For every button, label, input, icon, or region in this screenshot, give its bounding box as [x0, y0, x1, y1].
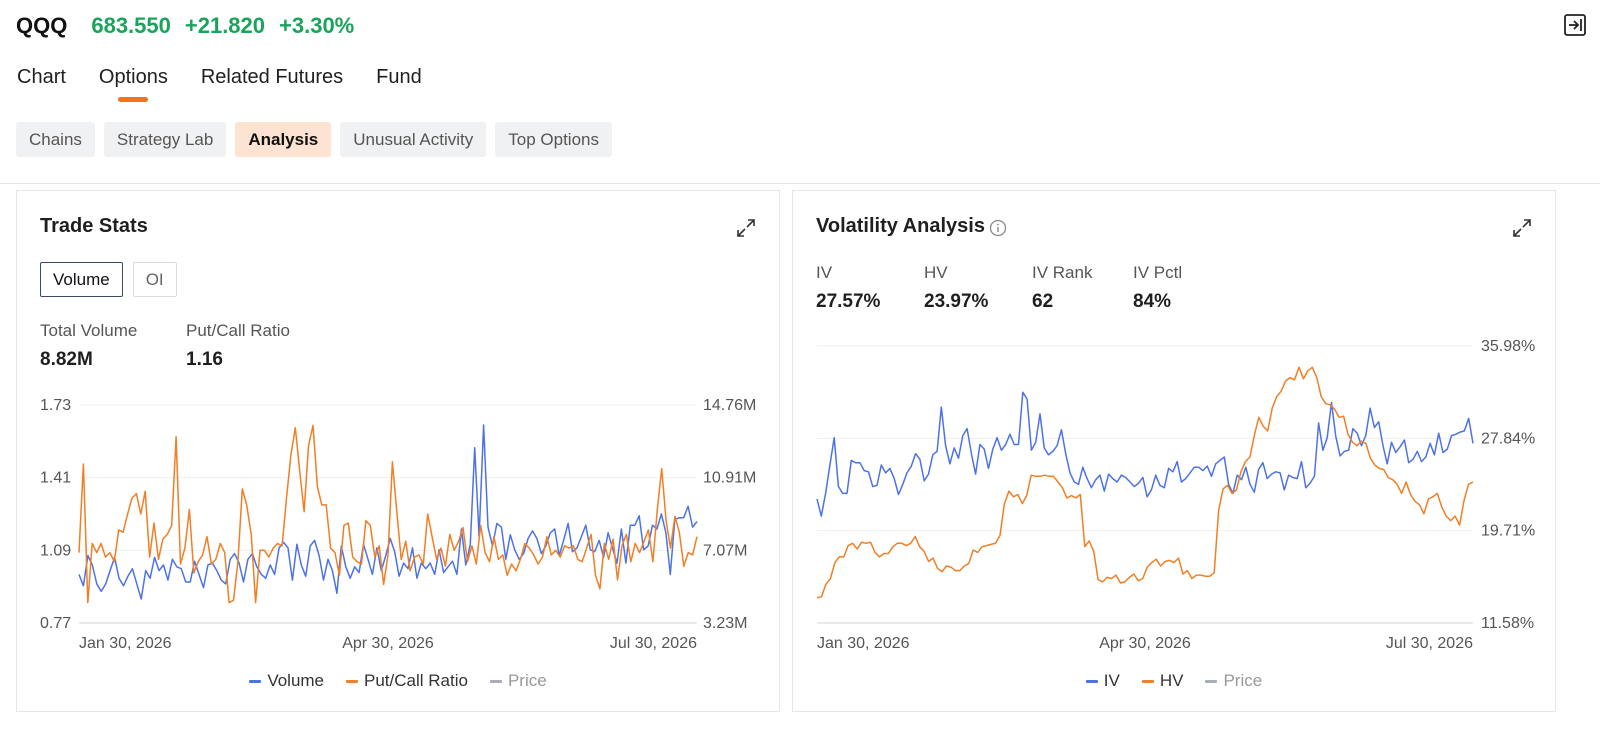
- x-tick-label: Apr 30, 2026: [1099, 635, 1191, 652]
- iv-stat: IV 27.57%: [816, 263, 880, 313]
- tab-options[interactable]: Options: [99, 66, 168, 100]
- subtab-strategy-lab[interactable]: Strategy Lab: [103, 122, 227, 157]
- put-call-ratio-stat: Put/Call Ratio 1.16: [186, 321, 290, 371]
- y-tick-label: 11.58%: [1481, 615, 1534, 632]
- volatility-title: Volatility Analysis: [816, 215, 985, 237]
- y-left-tick-label: 0.77: [40, 615, 71, 632]
- y-right-tick-label: 7.07M: [703, 542, 747, 559]
- legend-volume[interactable]: Volume: [249, 671, 324, 691]
- stat-value: 8.82M: [40, 349, 93, 370]
- y-left-tick-label: 1.41: [40, 470, 71, 487]
- stat-label: Total Volume: [40, 321, 138, 340]
- expand-icon[interactable]: [735, 217, 757, 239]
- legend-label: Price: [1223, 671, 1263, 690]
- volatility-chart: 35.98% 27.84% 19.71% 11.58% Jan 30, 2026 Apr …: [816, 338, 1535, 652]
- y-right-tick-label: 10.91M: [703, 470, 756, 487]
- quote-header: QQQ 683.550 +21.820 +3.30%: [16, 8, 368, 44]
- legend-label: Volume: [267, 671, 325, 690]
- x-tick-label: Jan 30, 2026: [817, 635, 910, 652]
- y-left-tick-label: 1.09: [40, 542, 71, 559]
- legend-swatch: [1141, 679, 1154, 683]
- price-change: +21.820: [184, 13, 266, 38]
- iv-rank-stat: IV Rank 62: [1032, 263, 1092, 313]
- y-tick-label: 27.84%: [1481, 430, 1535, 447]
- legend-swatch: [1205, 679, 1218, 683]
- toggle-oi-button[interactable]: OI: [132, 262, 177, 297]
- legend-label: Price: [507, 671, 547, 690]
- y-tick-label: 19.71%: [1481, 523, 1535, 540]
- subtab-unusual-activity[interactable]: Unusual Activity: [340, 122, 487, 157]
- exit-icon[interactable]: [1562, 12, 1588, 38]
- tab-chart[interactable]: Chart: [17, 66, 66, 88]
- info-icon[interactable]: [989, 219, 1007, 237]
- stat-label: HV: [924, 263, 948, 282]
- stat-value: 27.57%: [816, 291, 881, 312]
- x-tick-label: Jul 30, 2026: [1386, 635, 1473, 652]
- ticker-symbol: QQQ: [16, 13, 68, 38]
- stat-value: 62: [1032, 291, 1054, 312]
- stat-label: IV: [816, 263, 833, 282]
- tab-related-futures[interactable]: Related Futures: [200, 66, 344, 88]
- y-left-tick-label: 1.73: [40, 397, 71, 414]
- options-sub-tabs: Chains Strategy Lab Analysis Unusual Act…: [16, 122, 621, 157]
- legend-label: Put/Call Ratio: [364, 671, 468, 690]
- x-tick-label: Jan 30, 2026: [79, 635, 172, 652]
- y-right-tick-label: 3.23M: [703, 615, 747, 632]
- stat-value: 1.16: [186, 349, 223, 370]
- subtab-analysis[interactable]: Analysis: [235, 122, 332, 157]
- price-change-percent: +3.30%: [279, 13, 355, 38]
- legend-swatch: [249, 679, 262, 683]
- legend-label: HV: [1159, 671, 1184, 690]
- legend-put-call-ratio[interactable]: Put/Call Ratio: [346, 671, 468, 691]
- series-line-put-call-ratio: [78, 424, 698, 604]
- main-tabs: Chart Options Related Futures Fund: [17, 66, 455, 100]
- trade-stats-chart: 1.73 14.76M 1.41 10.91M 1.09 7.07M 0.77 3.23M Ja…: [40, 397, 756, 652]
- toggle-volume-button[interactable]: Volume: [40, 262, 123, 297]
- stat-value: 84%: [1133, 291, 1172, 312]
- x-tick-label: Apr 30, 2026: [342, 635, 434, 652]
- iv-pctl-stat: IV Pctl 84%: [1133, 263, 1182, 313]
- x-tick-label: Jul 30, 2026: [610, 635, 697, 652]
- legend-iv[interactable]: IV: [1085, 671, 1120, 691]
- legend-price[interactable]: Price: [1205, 671, 1262, 691]
- trade-stats-title: Trade Stats: [40, 215, 148, 237]
- trade-stats-panel: Trade Stats Volume OI Total Volume 8.82M…: [16, 190, 780, 712]
- legend-swatch: [1085, 679, 1098, 683]
- stat-label: Put/Call Ratio: [186, 321, 290, 340]
- legend-label: IV: [1103, 671, 1120, 690]
- legend-swatch: [489, 679, 502, 683]
- subtab-top-options[interactable]: Top Options: [495, 122, 612, 157]
- total-volume-stat: Total Volume 8.82M: [40, 321, 137, 371]
- legend-hv[interactable]: HV: [1141, 671, 1184, 691]
- hv-stat: HV 23.97%: [924, 263, 988, 313]
- series-line-iv: [816, 391, 1474, 517]
- volatility-legend: IV HV Price: [793, 671, 1555, 691]
- header-divider: [0, 183, 1600, 184]
- volatility-analysis-panel: Volatility Analysis IV 27.57% HV 23.97% …: [792, 190, 1556, 712]
- last-price: 683.550: [91, 13, 171, 38]
- stat-label: IV Pctl: [1133, 263, 1183, 282]
- stat-value: 23.97%: [924, 291, 989, 312]
- volume-oi-toggle: Volume OI: [40, 262, 187, 297]
- y-tick-label: 35.98%: [1481, 338, 1535, 355]
- subtab-chains[interactable]: Chains: [16, 122, 95, 157]
- stat-label: IV Rank: [1032, 263, 1093, 282]
- expand-icon[interactable]: [1511, 217, 1533, 239]
- y-right-tick-label: 14.76M: [703, 397, 756, 414]
- trade-stats-legend: Volume Put/Call Ratio Price: [17, 671, 779, 691]
- legend-swatch: [346, 679, 359, 683]
- legend-price[interactable]: Price: [489, 671, 547, 691]
- series-line-hv: [816, 366, 1474, 599]
- tab-fund[interactable]: Fund: [376, 66, 422, 88]
